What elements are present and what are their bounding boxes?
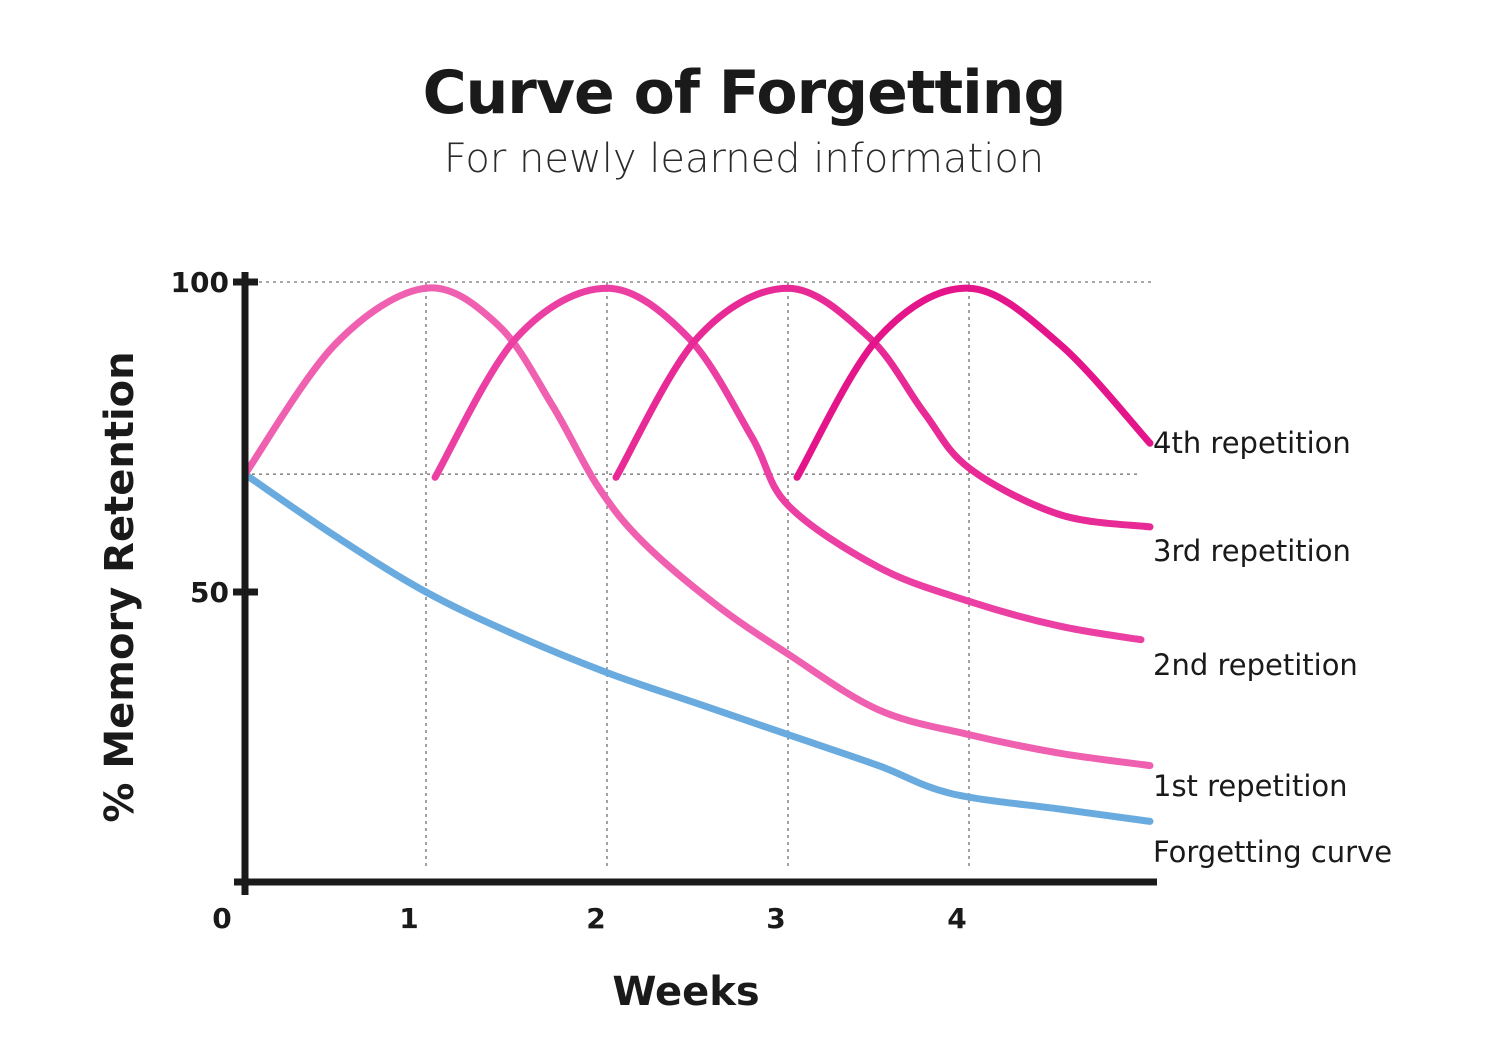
x-tick-label: 1: [399, 902, 418, 935]
x-tick-label: 4: [947, 902, 966, 935]
series-label: 3rd repetition: [1153, 534, 1351, 568]
x-tick-label: 0: [212, 902, 231, 935]
series-label: Forgetting curve: [1153, 835, 1392, 869]
x-axis-title: Weeks: [612, 969, 759, 1015]
series-label: 4th repetition: [1153, 426, 1351, 460]
x-tick-label: 2: [586, 902, 605, 935]
chart-subtitle: For newly learned information: [444, 136, 1044, 182]
series-label: 2nd repetition: [1153, 648, 1358, 682]
series-labels: Forgetting curve 1st repetition 2nd repeti…: [1153, 426, 1392, 869]
grid: [245, 281, 1152, 868]
x-tick-label: 3: [766, 902, 785, 935]
y-tick-label: 100: [171, 266, 229, 299]
series-line-4th-repetition: [793, 284, 1154, 481]
chart-title: Curve of Forgetting: [423, 58, 1066, 128]
y-axis-title: % Memory Retention: [97, 351, 143, 822]
series-line-forgetting-curve: [241, 470, 1154, 825]
ticks: 0 1 2 3 4 50 100: [171, 266, 967, 935]
series-line-3rd-repetition: [612, 284, 1154, 531]
axes: [234, 272, 1157, 895]
series-line-1st-repetition: [241, 284, 1154, 770]
plot-area: [241, 284, 1154, 825]
y-tick-label: 50: [190, 576, 229, 609]
series-label: 1st repetition: [1153, 769, 1348, 803]
series-line-2nd-repetition: [431, 284, 1145, 644]
